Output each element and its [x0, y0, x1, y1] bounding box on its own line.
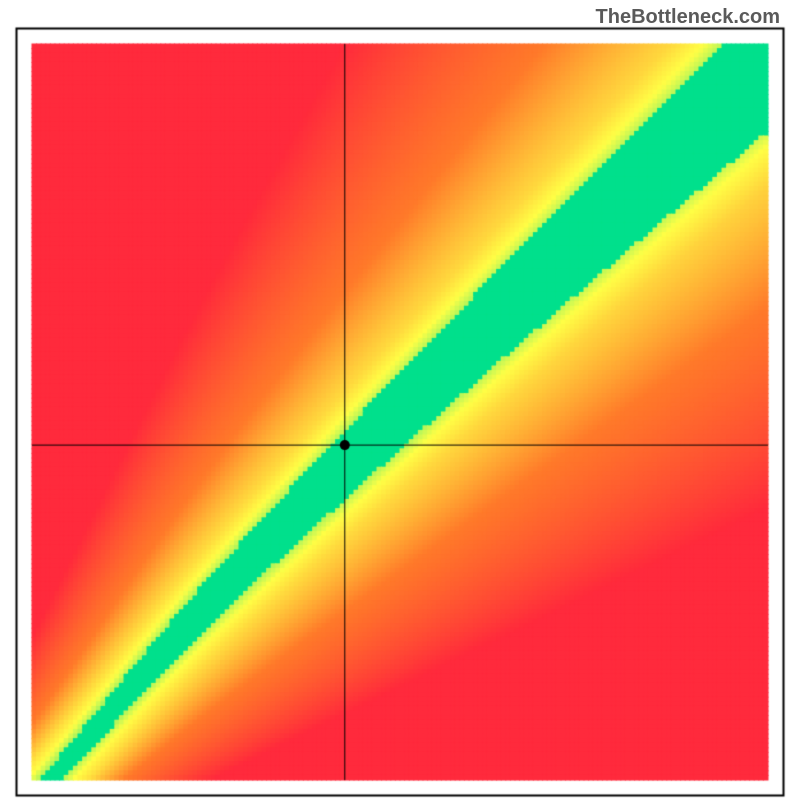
chart-container: TheBottleneck.com [0, 0, 800, 800]
attribution-text: TheBottleneck.com [596, 6, 780, 29]
heatmap-canvas [0, 0, 800, 800]
